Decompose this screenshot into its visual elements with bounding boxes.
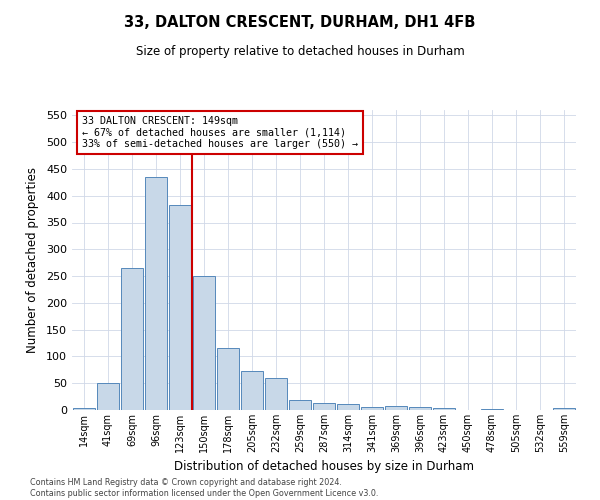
Text: 33 DALTON CRESCENT: 149sqm
← 67% of detached houses are smaller (1,114)
33% of s: 33 DALTON CRESCENT: 149sqm ← 67% of deta… bbox=[82, 116, 358, 149]
Bar bbox=[73, 408, 95, 410]
Text: Contains HM Land Registry data © Crown copyright and database right 2024.
Contai: Contains HM Land Registry data © Crown c… bbox=[30, 478, 379, 498]
Bar bbox=[313, 402, 335, 410]
Bar bbox=[289, 400, 311, 410]
Bar bbox=[145, 177, 167, 410]
X-axis label: Distribution of detached houses by size in Durham: Distribution of detached houses by size … bbox=[174, 460, 474, 473]
Bar bbox=[481, 409, 503, 410]
Bar bbox=[97, 383, 119, 410]
Bar bbox=[433, 408, 455, 410]
Y-axis label: Number of detached properties: Number of detached properties bbox=[26, 167, 39, 353]
Bar bbox=[337, 404, 359, 410]
Bar bbox=[193, 276, 215, 410]
Bar bbox=[553, 408, 575, 410]
Bar bbox=[217, 348, 239, 410]
Bar bbox=[409, 408, 431, 410]
Bar bbox=[265, 378, 287, 410]
Text: 33, DALTON CRESCENT, DURHAM, DH1 4FB: 33, DALTON CRESCENT, DURHAM, DH1 4FB bbox=[124, 15, 476, 30]
Bar bbox=[169, 205, 191, 410]
Bar bbox=[241, 372, 263, 410]
Text: Size of property relative to detached houses in Durham: Size of property relative to detached ho… bbox=[136, 45, 464, 58]
Bar bbox=[385, 406, 407, 410]
Bar bbox=[361, 407, 383, 410]
Bar bbox=[121, 268, 143, 410]
